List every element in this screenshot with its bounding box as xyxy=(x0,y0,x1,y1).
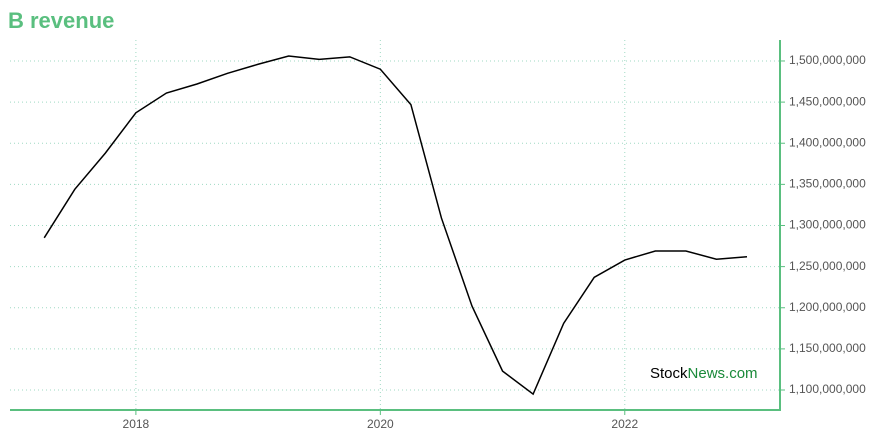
y-tick-label: 1,200,000,000 xyxy=(789,300,866,314)
y-tick-label: 1,450,000,000 xyxy=(789,94,866,108)
y-tick-label: 1,300,000,000 xyxy=(789,218,866,232)
y-tick-label: 1,250,000,000 xyxy=(789,259,866,273)
watermark-part: Stock xyxy=(650,365,688,382)
series-line xyxy=(43,55,748,396)
y-tick-label: 1,350,000,000 xyxy=(789,177,866,191)
y-tick-label: 1,150,000,000 xyxy=(789,341,866,355)
watermark: StockNews.com xyxy=(650,365,758,382)
y-tick-label: 1,500,000,000 xyxy=(789,53,866,67)
x-tick-label: 2022 xyxy=(611,417,638,431)
chart-title: B revenue xyxy=(8,8,114,33)
x-tick-label: 2018 xyxy=(123,417,150,431)
watermark-part: News.com xyxy=(688,365,758,382)
y-tick-label: 1,100,000,000 xyxy=(789,382,866,396)
y-tick-label: 1,400,000,000 xyxy=(789,135,866,149)
x-tick-label: 2020 xyxy=(367,417,394,431)
